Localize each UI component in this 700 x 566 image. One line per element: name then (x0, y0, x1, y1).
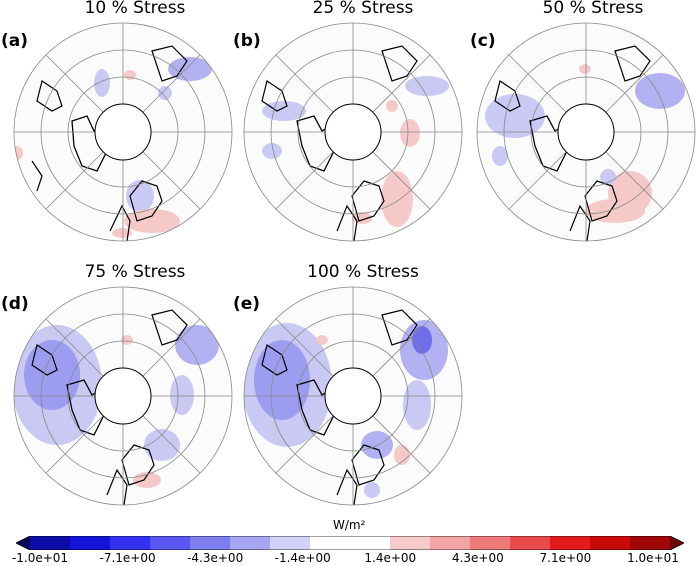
colorbar-tick-label: 1.0e+01 (627, 551, 679, 565)
polar-map-e (243, 286, 463, 506)
colorbar-segment (110, 536, 151, 550)
colorbar-extend-max (670, 536, 684, 550)
colorbar-tick-label: -1.0e+01 (11, 551, 69, 565)
polar-map-c (476, 22, 696, 242)
colorbar-segment (230, 536, 271, 550)
panel-title-b: 25 % Stress (312, 0, 414, 18)
colorbar-extend-min (16, 536, 30, 550)
colorbar-segment (190, 536, 231, 550)
colorbar-segment (430, 536, 471, 550)
panel-label-c: (c) (470, 31, 496, 51)
colorbar-segment (470, 536, 511, 550)
polar-map-d (13, 286, 233, 506)
colorbar-segment (70, 536, 111, 550)
colorbar-tick-label: 4.3e+00 (451, 551, 504, 565)
panel-title-d: 75 % Stress (84, 262, 186, 282)
colorbar-tick-label: 7.1e+00 (539, 551, 592, 565)
colorbar-segment (270, 536, 311, 550)
polar-map-a (13, 22, 233, 242)
colorbar-segment (30, 536, 71, 550)
colorbar (16, 536, 684, 550)
colorbar-unit: W/m² (333, 518, 366, 532)
colorbar-segment (150, 536, 191, 550)
panel-title-a: 10 % Stress (84, 0, 186, 18)
panel-label-e: (e) (233, 294, 261, 314)
colorbar-segment (510, 536, 551, 550)
panel-label-d: (d) (1, 294, 29, 314)
colorbar-segment (550, 536, 591, 550)
colorbar-tick-label: 1.4e+00 (364, 551, 417, 565)
colorbar-segment (350, 536, 391, 550)
colorbar-segment (390, 536, 431, 550)
colorbar-tick-label: -7.1e+00 (99, 551, 156, 565)
colorbar-segment (630, 536, 671, 550)
colorbar-segment (310, 536, 351, 550)
colorbar-segment (590, 536, 631, 550)
panel-label-b: (b) (233, 31, 261, 51)
colorbar-tick-label: -1.4e+00 (274, 551, 331, 565)
polar-map-b (243, 22, 463, 242)
panel-title-c: 50 % Stress (542, 0, 644, 18)
panel-title-e: 100 % Stress (307, 262, 419, 282)
colorbar-tick-label: -4.3e+00 (187, 551, 244, 565)
panel-label-a: (a) (1, 31, 29, 51)
